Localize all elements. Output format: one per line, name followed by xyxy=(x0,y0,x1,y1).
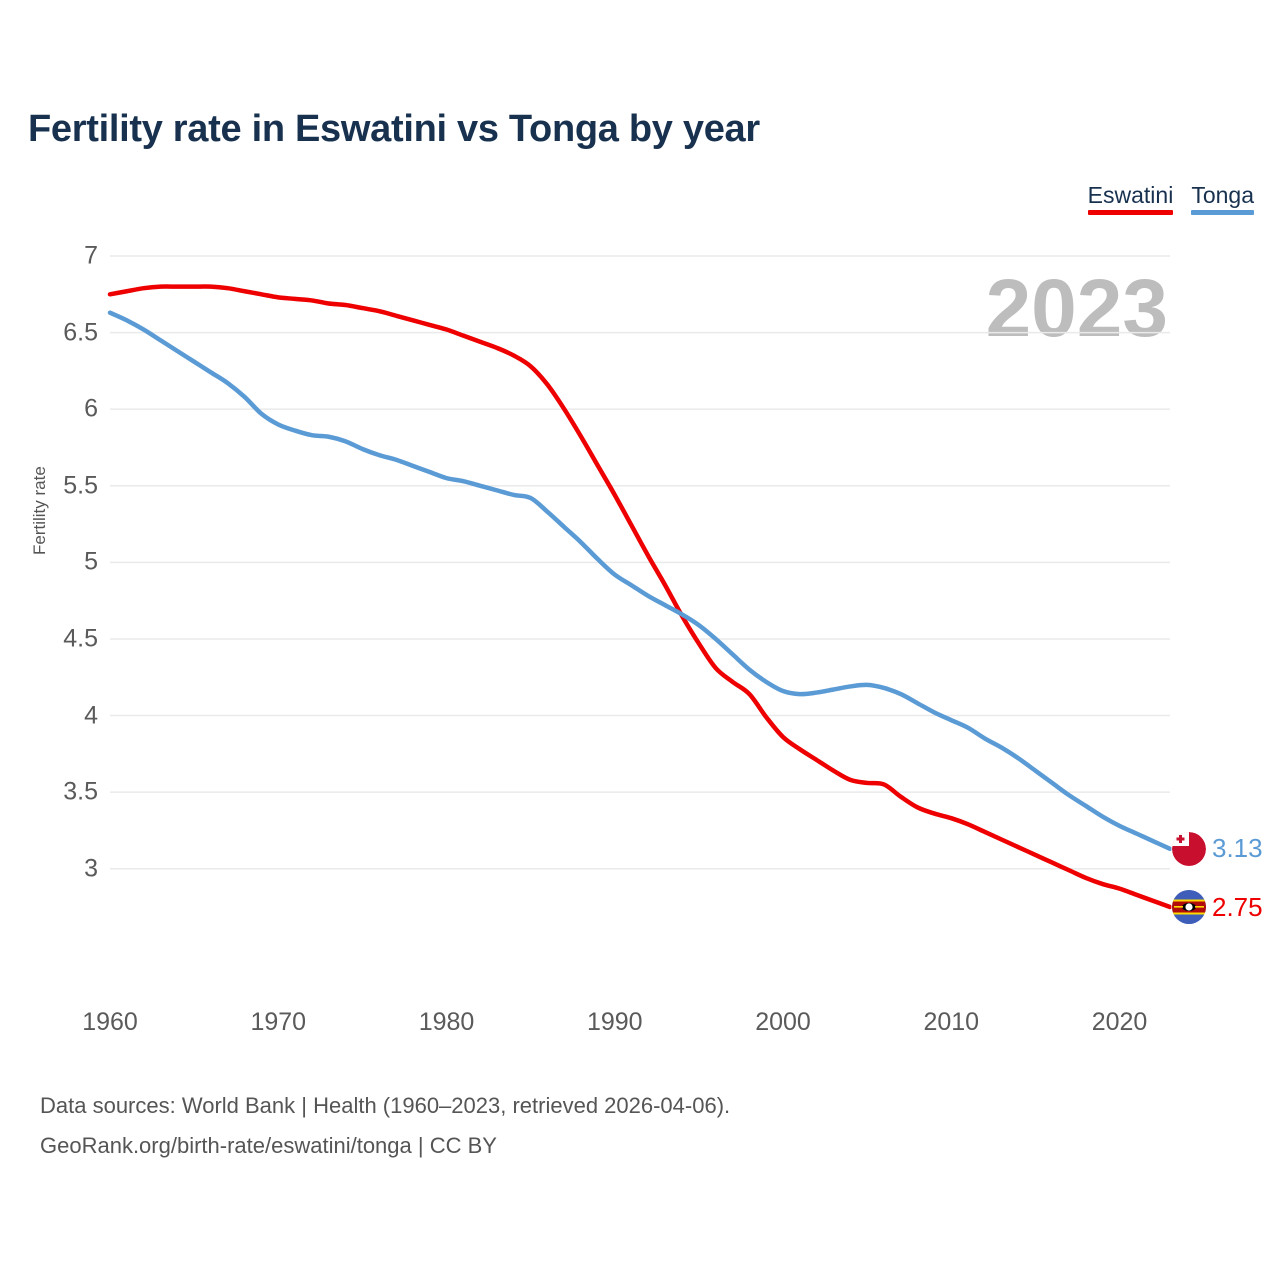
footer-data-sources: Data sources: World Bank | Health (1960–… xyxy=(40,1093,731,1118)
tonga-flag-icon xyxy=(1172,831,1206,866)
y-axis-tick: 4.5 xyxy=(63,624,98,653)
y-axis-tick: 5.5 xyxy=(63,471,98,500)
x-axis-tick: 1990 xyxy=(586,1008,643,1036)
y-axis-tick: 4 xyxy=(84,701,98,730)
legend-color-swatch-tonga xyxy=(1191,210,1254,215)
x-axis-tick: 1960 xyxy=(82,1008,138,1036)
y-axis-tick: 3 xyxy=(84,854,98,883)
endpoint-value-tonga: 3.13 xyxy=(1212,833,1263,864)
y-axis-tick: 7 xyxy=(84,241,98,270)
legend: Eswatini Tonga xyxy=(1087,182,1254,215)
x-axis-tick: 1970 xyxy=(250,1008,307,1036)
legend-label-tonga: Tonga xyxy=(1191,182,1254,208)
x-axis-tick: 2020 xyxy=(1091,1008,1148,1036)
x-axis-tick: 1980 xyxy=(418,1008,475,1036)
series-line-eswatini xyxy=(107,284,1173,910)
x-axis-tick-labels: 1960 1970 1980 1990 2000 2010 2020 xyxy=(0,1008,1280,1048)
footer: Data sources: World Bank | Health (1960–… xyxy=(40,1086,730,1166)
legend-item-eswatini[interactable]: Eswatini xyxy=(1087,182,1174,215)
x-axis-tick: 2000 xyxy=(755,1008,811,1036)
series-lines xyxy=(107,284,1173,910)
x-axis-tick: 2010 xyxy=(923,1008,980,1036)
plot-area xyxy=(107,255,1173,930)
series-line-tonga xyxy=(107,310,1173,852)
y-axis-tick: 6.5 xyxy=(63,318,98,347)
y-axis-tick: 6 xyxy=(84,394,98,423)
endpoint-value-eswatini: 2.75 xyxy=(1212,891,1263,922)
eswatini-flag-icon xyxy=(1172,890,1206,925)
page-title: Fertility rate in Eswatini vs Tonga by y… xyxy=(28,108,760,150)
y-axis-tick-labels: 7 6.5 6 5.5 5 4.5 4 3.5 3 xyxy=(16,242,98,930)
y-axis-tick: 3.5 xyxy=(63,777,98,806)
endpoint-marker-eswatini: 2.75 xyxy=(1172,890,1263,925)
year-watermark: 2023 xyxy=(985,263,1168,354)
gridlines xyxy=(110,255,1170,870)
footer-attribution: GeoRank.org/birth-rate/eswatini/tonga | … xyxy=(40,1133,497,1158)
legend-label-eswatini: Eswatini xyxy=(1087,182,1174,208)
legend-color-swatch-eswatini xyxy=(1087,210,1174,215)
y-axis-tick: 5 xyxy=(84,547,98,576)
endpoint-marker-tonga: 3.13 xyxy=(1172,831,1263,866)
legend-item-tonga[interactable]: Tonga xyxy=(1191,182,1254,215)
